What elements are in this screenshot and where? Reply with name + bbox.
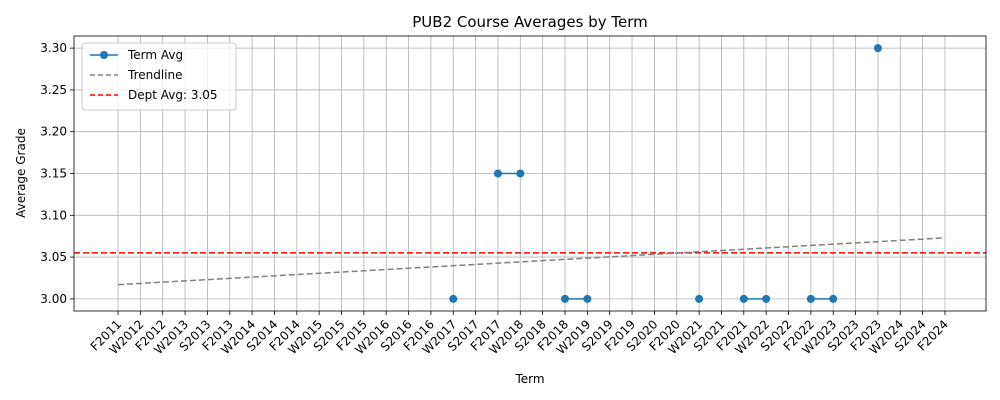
legend-label-2: Trendline <box>127 68 183 82</box>
y-axis-label: Average Grade <box>14 128 28 218</box>
term-avg-point <box>493 169 502 178</box>
term-avg-point <box>695 294 704 303</box>
y-tick-label: 3.25 <box>40 83 67 97</box>
legend-label-3: Dept Avg: 3.05 <box>128 88 218 102</box>
legend-label-1: Term Avg <box>127 48 183 62</box>
trendline <box>117 237 945 286</box>
y-tick-label: 3.30 <box>40 41 67 55</box>
term-avg-point <box>449 294 458 303</box>
y-tick-label: 3.05 <box>40 250 67 264</box>
y-tick-label: 3.10 <box>40 208 67 222</box>
ticks: F2011W2012F2012W2013S2013F2013W2014S2014… <box>40 41 951 357</box>
term-avg-point <box>829 294 838 303</box>
legend: Term Avg Trendline Dept Avg: 3.05 <box>81 42 237 111</box>
chart-title: PUB2 Course Averages by Term <box>412 13 647 31</box>
term-avg-point <box>739 294 748 303</box>
term-avg-point <box>806 294 815 303</box>
y-tick-label: 3.15 <box>40 167 67 181</box>
y-tick-label: 3.00 <box>40 292 67 306</box>
legend-marker <box>100 51 108 59</box>
legend-box <box>81 42 237 111</box>
term-avg-point <box>583 294 592 303</box>
lines <box>74 44 986 303</box>
y-tick-label: 3.20 <box>40 125 67 139</box>
term-avg-point <box>561 294 569 303</box>
term-avg-point <box>873 44 882 53</box>
x-axis-label: Term <box>514 372 544 386</box>
term-avg-point <box>762 294 771 303</box>
term-avg-point <box>516 169 525 178</box>
